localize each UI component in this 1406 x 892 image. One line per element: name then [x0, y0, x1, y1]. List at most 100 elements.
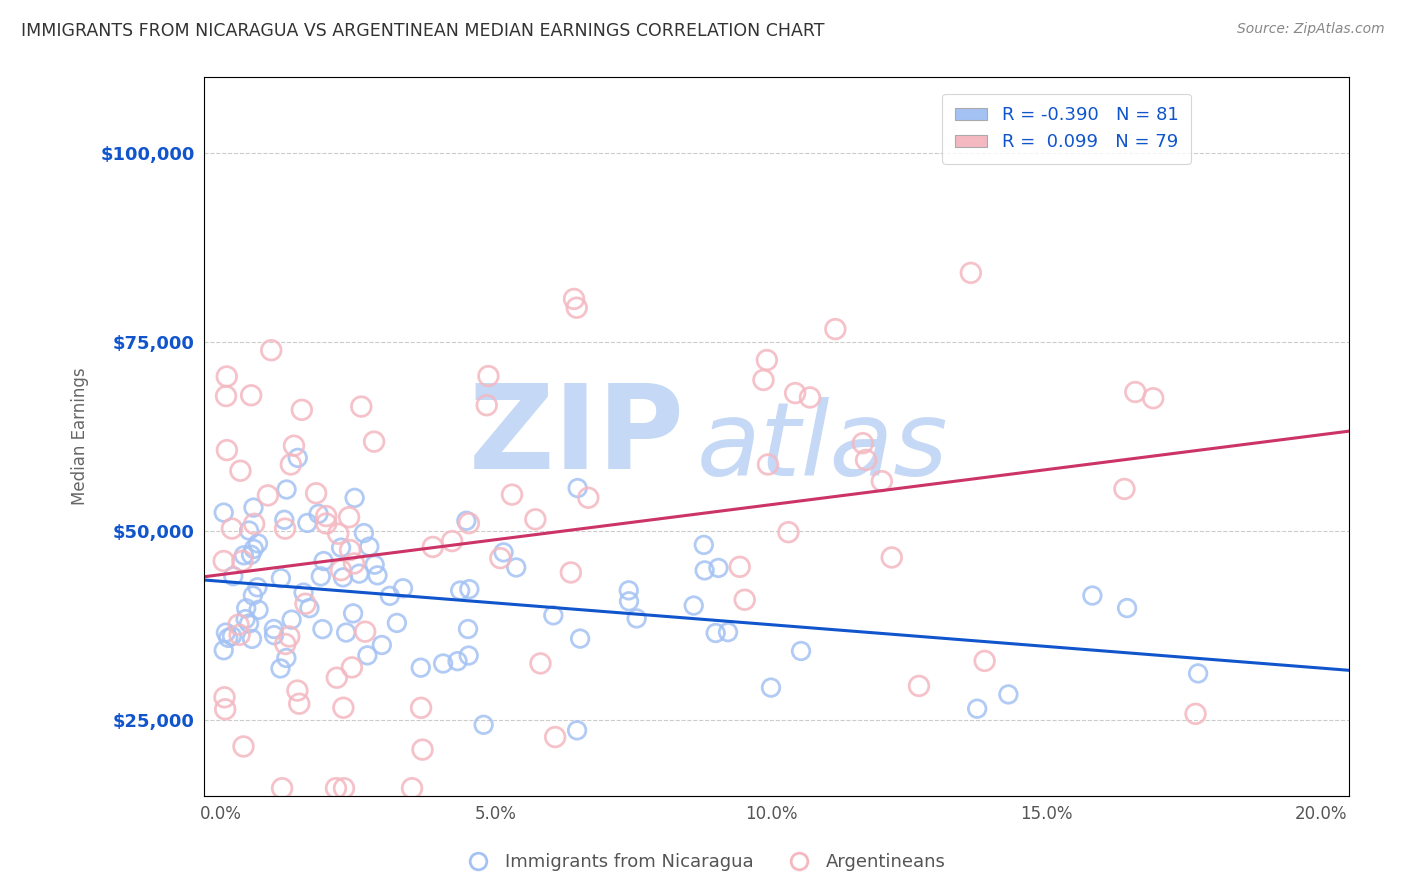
Point [260, 343, 283, 358]
Point [328, 526, 350, 541]
Point [626, 611, 648, 625]
Point [337, 510, 360, 524]
Point [908, 679, 931, 693]
Legend: Immigrants from Nicaragua, Argentineans: Immigrants from Nicaragua, Argentineans [453, 847, 953, 879]
Point [325, 781, 347, 796]
Point [852, 436, 875, 450]
Point [449, 583, 471, 598]
Point [755, 353, 778, 368]
Point [752, 373, 775, 387]
Point [246, 536, 269, 550]
Point [432, 657, 454, 671]
Point [273, 513, 295, 527]
Point [457, 622, 479, 636]
Point [492, 545, 515, 559]
Point [562, 292, 585, 306]
Point [305, 486, 328, 500]
Point [569, 632, 592, 646]
Point [280, 613, 302, 627]
Point [309, 569, 332, 583]
Point [855, 453, 877, 467]
Point [308, 507, 330, 521]
Point [1184, 706, 1206, 721]
Point [238, 524, 260, 538]
Point [242, 500, 264, 515]
Point [330, 541, 353, 555]
Point [693, 563, 716, 577]
Point [257, 488, 280, 502]
Point [294, 597, 316, 611]
Point [238, 616, 260, 631]
Point [728, 559, 751, 574]
Point [359, 540, 381, 554]
Point [472, 718, 495, 732]
Point [347, 566, 370, 581]
Point [456, 514, 478, 528]
Point [215, 625, 238, 640]
Point [240, 632, 263, 646]
Point [354, 624, 377, 639]
Point [576, 491, 599, 505]
Point [401, 781, 423, 796]
Point [966, 702, 988, 716]
Point [350, 400, 373, 414]
Text: ZIP: ZIP [470, 379, 685, 494]
Point [292, 585, 315, 599]
Point [231, 554, 253, 568]
Point [422, 540, 444, 554]
Point [567, 481, 589, 495]
Point [263, 622, 285, 636]
Point [363, 558, 385, 572]
Point [366, 568, 388, 582]
Point [263, 628, 285, 642]
Point [1187, 666, 1209, 681]
Point [343, 491, 366, 505]
Point [717, 625, 740, 640]
Point [276, 483, 298, 497]
Point [326, 671, 349, 685]
Point [617, 594, 640, 608]
Point [280, 458, 302, 472]
Point [997, 687, 1019, 701]
Point [298, 601, 321, 615]
Point [441, 534, 464, 549]
Point [560, 566, 582, 580]
Point [378, 589, 401, 603]
Point [228, 617, 250, 632]
Point [693, 538, 716, 552]
Point [246, 580, 269, 594]
Point [489, 551, 512, 566]
Point [274, 637, 297, 651]
Point [270, 571, 292, 585]
Point [1116, 601, 1139, 615]
Point [240, 548, 263, 562]
Point [363, 434, 385, 449]
Point [342, 607, 364, 621]
Point [759, 681, 782, 695]
Point [215, 369, 238, 384]
Point [212, 554, 235, 568]
Point [340, 660, 363, 674]
Point [215, 443, 238, 458]
Point [214, 702, 236, 716]
Point [1081, 589, 1104, 603]
Point [343, 557, 366, 571]
Point [222, 569, 245, 583]
Point [212, 643, 235, 657]
Point [409, 661, 432, 675]
Point [385, 615, 408, 630]
Point [392, 581, 415, 595]
Point [235, 612, 257, 626]
Text: IMMIGRANTS FROM NICARAGUA VS ARGENTINEAN MEDIAN EARNINGS CORRELATION CHART: IMMIGRANTS FROM NICARAGUA VS ARGENTINEAN… [21, 22, 824, 40]
Y-axis label: Median Earnings: Median Earnings [72, 368, 89, 506]
Point [371, 638, 394, 652]
Point [524, 512, 547, 526]
Point [565, 723, 588, 738]
Point [243, 541, 266, 556]
Point [824, 322, 846, 336]
Point [335, 625, 357, 640]
Point [785, 386, 807, 401]
Point [332, 700, 354, 714]
Point [543, 608, 565, 623]
Point [1123, 384, 1146, 399]
